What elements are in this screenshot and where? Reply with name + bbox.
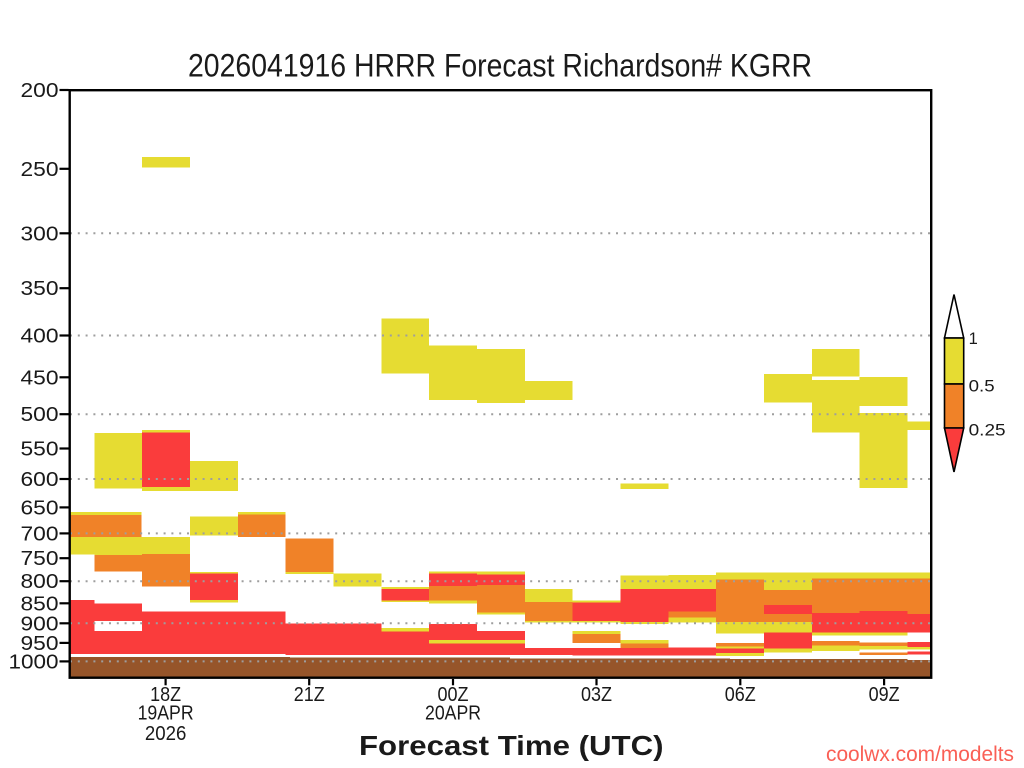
svg-text:200: 200 — [21, 80, 59, 102]
svg-text:600: 600 — [21, 469, 59, 491]
svg-text:650: 650 — [21, 497, 59, 519]
svg-text:2026: 2026 — [145, 723, 187, 745]
svg-text:750: 750 — [21, 548, 59, 570]
svg-text:1000: 1000 — [9, 651, 59, 673]
svg-text:09Z: 09Z — [869, 683, 900, 706]
svg-text:300: 300 — [21, 223, 59, 245]
svg-text:250: 250 — [21, 159, 59, 181]
svg-text:21Z: 21Z — [294, 683, 325, 706]
svg-text:400: 400 — [21, 326, 59, 348]
svg-text:0.5: 0.5 — [969, 377, 995, 395]
svg-text:20APR: 20APR — [425, 703, 481, 725]
svg-text:900: 900 — [21, 613, 59, 635]
svg-text:550: 550 — [21, 439, 59, 461]
svg-text:06Z: 06Z — [725, 683, 756, 706]
svg-text:19APR: 19APR — [138, 703, 194, 725]
svg-text:0.25: 0.25 — [969, 421, 1006, 439]
svg-text:850: 850 — [21, 593, 59, 615]
svg-text:1: 1 — [969, 330, 978, 348]
svg-text:Forecast Time (UTC): Forecast Time (UTC) — [359, 730, 664, 761]
svg-text:450: 450 — [21, 367, 59, 389]
svg-text:500: 500 — [21, 404, 59, 426]
svg-text:2026041916 HRRR Forecast Richa: 2026041916 HRRR Forecast Richardson# KGR… — [188, 48, 812, 84]
svg-text:00Z: 00Z — [438, 683, 469, 706]
svg-text:800: 800 — [21, 571, 59, 593]
svg-text:950: 950 — [21, 633, 59, 655]
svg-text:03Z: 03Z — [581, 683, 612, 706]
svg-text:coolwx.com/modelts: coolwx.com/modelts — [826, 743, 1014, 766]
svg-text:18Z: 18Z — [150, 683, 181, 706]
svg-text:350: 350 — [21, 278, 59, 300]
svg-text:700: 700 — [21, 523, 59, 545]
